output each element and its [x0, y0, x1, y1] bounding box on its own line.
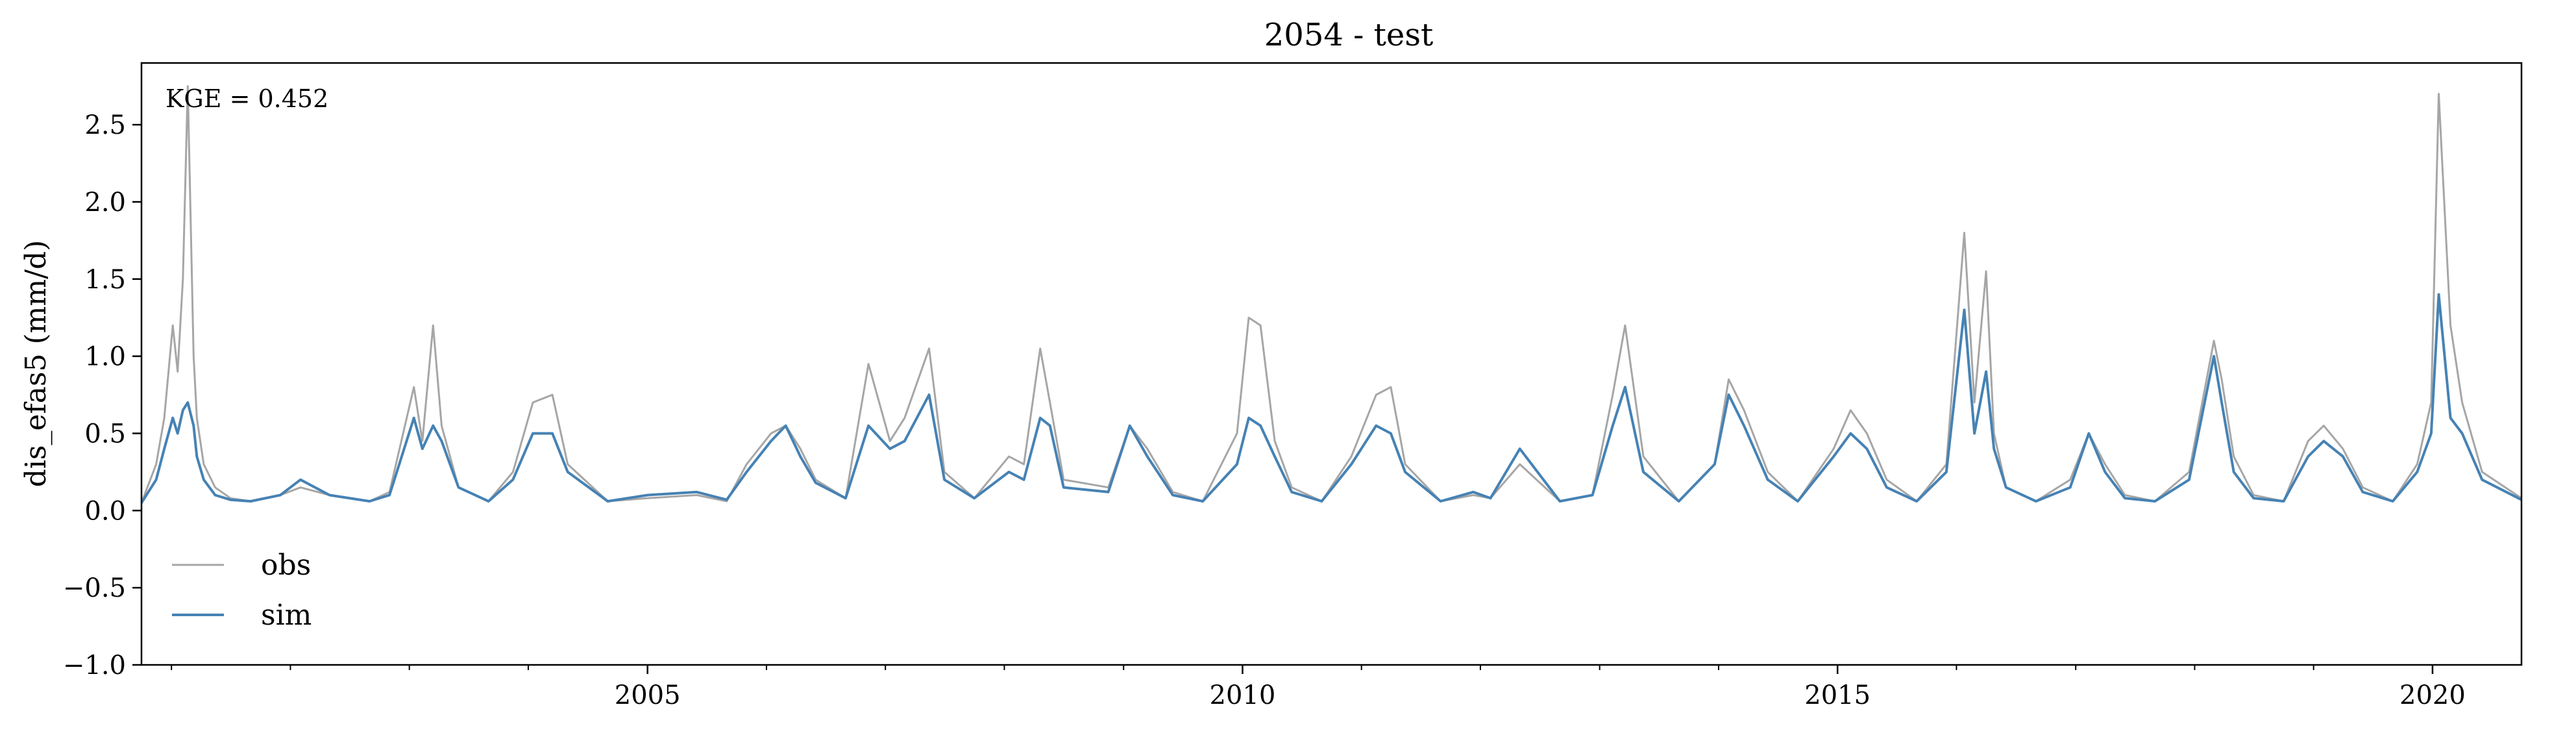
y-tick-label: 2.5 [84, 110, 126, 140]
y-tick-label: −1.0 [63, 651, 126, 680]
series-line-obs [140, 85, 2522, 503]
legend-sim-label: sim [261, 599, 312, 632]
y-tick-label: 0.0 [84, 496, 126, 526]
series-group [140, 85, 2522, 504]
y-axis-ticks: −1.0 −0.5 0.0 0.5 1.0 1.5 2.0 2.5 [63, 110, 141, 680]
y-tick-label: 0.5 [84, 419, 126, 449]
x-tick-label: 2020 [2399, 680, 2466, 710]
x-tick-label: 2010 [1210, 680, 1276, 710]
y-axis-label: dis_efas5 (mm/d) [19, 240, 53, 488]
y-tick-label: 1.0 [84, 342, 126, 372]
kge-annotation: KGE = 0.452 [166, 84, 328, 113]
chart-title: 2054 - test [1264, 17, 1434, 53]
x-axis-minor-ticks [171, 665, 2314, 670]
x-tick-label: 2005 [615, 680, 681, 710]
x-axis-ticks: 2005 2010 2015 2020 [615, 665, 2466, 710]
series-line-sim [140, 293, 2522, 504]
x-tick-label: 2015 [1804, 680, 1871, 710]
y-tick-label: 1.5 [84, 265, 126, 295]
y-tick-label: 2.0 [84, 188, 126, 218]
legend-obs-label: obs [261, 549, 311, 582]
y-tick-label: −0.5 [63, 573, 126, 603]
plot-frame [140, 62, 2523, 666]
legend: obs sim [172, 549, 312, 632]
